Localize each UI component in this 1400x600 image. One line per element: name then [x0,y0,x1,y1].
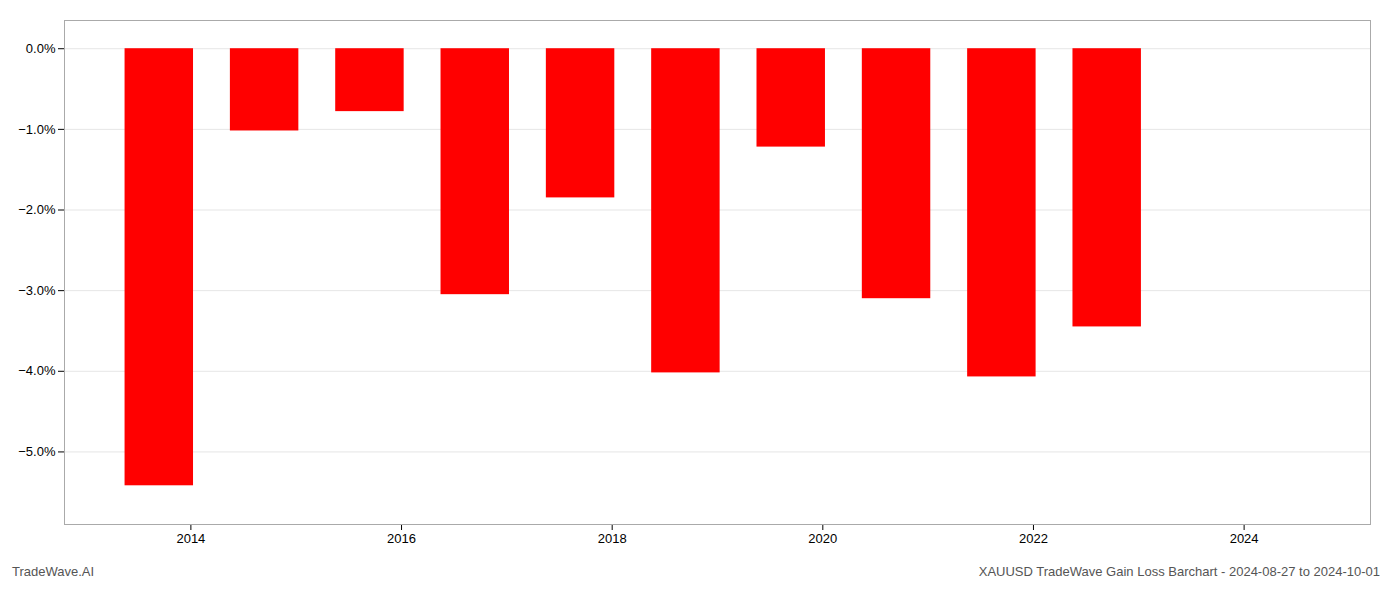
svg-text:−4.0%: −4.0% [18,363,56,378]
html-text:XAUUSD TradeWave Gain Loss Bar: XAUUSD TradeWave Gain Loss Barchart - 20… [978,564,1380,579]
svg-text:2014: 2014 [176,531,205,546]
svg-text:2022: 2022 [1019,531,1048,546]
svg-text:−2.0%: −2.0% [18,202,56,217]
svg-text:0.0%: 0.0% [26,41,56,56]
svg-text:−1.0%: −1.0% [18,122,56,137]
svg-text:−5.0%: −5.0% [18,444,56,459]
svg-text:2020: 2020 [808,531,837,546]
svg-text:−3.0%: −3.0% [18,283,56,298]
html-text:TradeWave.AI: TradeWave.AI [12,564,95,579]
svg-text:2024: 2024 [1230,531,1259,546]
svg-text:2018: 2018 [598,531,627,546]
svg-text:2016: 2016 [387,531,416,546]
